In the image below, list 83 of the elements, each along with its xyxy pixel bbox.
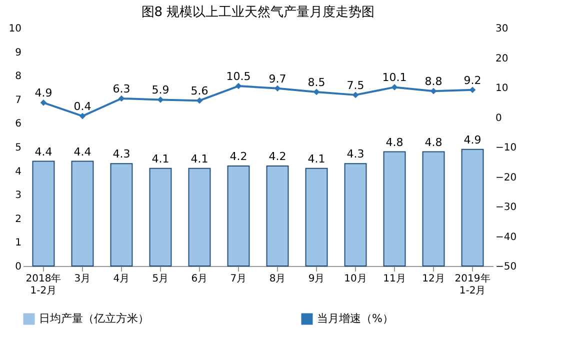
- x-tick-label: 10月: [344, 274, 367, 284]
- bar: [149, 168, 172, 266]
- bar: [383, 151, 406, 266]
- x-tick-label: 5月: [152, 274, 169, 284]
- y-tick-label: 3: [15, 190, 22, 202]
- y2-tick-label: −20: [496, 172, 517, 184]
- data-label: 4.8: [386, 136, 404, 149]
- point: [274, 85, 281, 92]
- x-tick-label: 4月: [113, 274, 130, 284]
- bar: [266, 166, 289, 266]
- y2-tick-label: 30: [496, 24, 508, 34]
- x-tick-label: 11月: [383, 274, 406, 284]
- data-label: 10.1: [382, 71, 407, 84]
- point: [118, 95, 125, 102]
- bar: [32, 160, 55, 266]
- bar: [71, 160, 94, 266]
- x-tick-label: 9月: [308, 274, 325, 284]
- bar: [227, 166, 250, 266]
- point: [313, 88, 320, 96]
- x-tick-label: 8月: [269, 274, 286, 284]
- data-label: 8.8: [424, 75, 442, 88]
- y-tick-label: 8: [15, 71, 22, 82]
- data-label: 4.1: [308, 152, 326, 166]
- y2-tick-label: −10: [496, 142, 517, 154]
- y2-tick-label: 0: [496, 112, 502, 124]
- data-label: 4.9: [464, 133, 482, 146]
- y2-tick-label: −30: [496, 202, 517, 213]
- y2-tick-label: 10: [496, 83, 508, 94]
- legend-label: 日均产量（亿立方米）: [39, 312, 149, 325]
- legend-label: 当月增速（%）: [317, 312, 394, 325]
- bar: [344, 163, 367, 266]
- y2-tick-label: −50: [496, 262, 517, 272]
- y-tick-label: 7: [15, 94, 22, 106]
- chart-title: 图8 规模以上工业天然气产量月度走势图: [141, 4, 375, 20]
- x-tick-label: 6月: [191, 274, 208, 284]
- x-tick-label: 2018年 1-2月: [26, 272, 62, 296]
- data-label: 10.5: [226, 70, 251, 84]
- data-label: 4.1: [152, 152, 170, 166]
- data-label: 4.9: [34, 86, 52, 100]
- y-tick-label: 10: [8, 24, 22, 34]
- data-label: 6.3: [112, 82, 130, 96]
- data-label: 4.1: [190, 152, 208, 166]
- point: [196, 97, 203, 104]
- y2-tick-label: 20: [496, 53, 508, 64]
- data-label: 4.3: [346, 148, 364, 161]
- x-tick-label: 7月: [230, 274, 247, 284]
- data-label: 4.3: [112, 148, 130, 161]
- data-label: 9.7: [268, 72, 286, 86]
- bar: [110, 163, 133, 266]
- y-tick-label: 5: [15, 142, 22, 154]
- point: [157, 96, 164, 103]
- data-label: 4.4: [74, 145, 92, 158]
- point: [40, 100, 47, 106]
- data-label: 4.2: [230, 150, 248, 164]
- point: [391, 84, 398, 90]
- point: [469, 86, 476, 94]
- point: [235, 82, 242, 90]
- x-tick-label: 2019年 1-2月: [454, 272, 490, 296]
- data-label: 9.2: [464, 74, 482, 87]
- y-tick-label: 2: [15, 214, 22, 225]
- y-tick-label: 4: [15, 166, 22, 178]
- bar: [422, 151, 445, 266]
- y-tick-label: 6: [15, 118, 22, 130]
- y-tick-label: 0: [15, 262, 22, 272]
- y-tick-label: 9: [15, 47, 22, 58]
- point: [79, 112, 86, 120]
- data-label: 0.4: [74, 100, 92, 114]
- data-label: 7.5: [346, 78, 364, 92]
- point: [352, 92, 359, 98]
- bar: [461, 148, 484, 266]
- data-label: 5.6: [190, 84, 208, 98]
- y2-tick-label: −40: [496, 232, 517, 243]
- y-tick-label: 1: [15, 238, 22, 249]
- data-label: 4.2: [268, 150, 286, 164]
- data-label: 8.5: [308, 76, 326, 89]
- data-label: 4.8: [424, 136, 442, 149]
- x-tick-label: 12月: [422, 274, 445, 284]
- data-label: 5.9: [152, 84, 170, 97]
- bar: [188, 168, 211, 266]
- bar: [305, 168, 328, 266]
- data-label: 4.4: [34, 145, 52, 158]
- x-tick-label: 3月: [74, 274, 91, 284]
- point: [430, 88, 437, 94]
